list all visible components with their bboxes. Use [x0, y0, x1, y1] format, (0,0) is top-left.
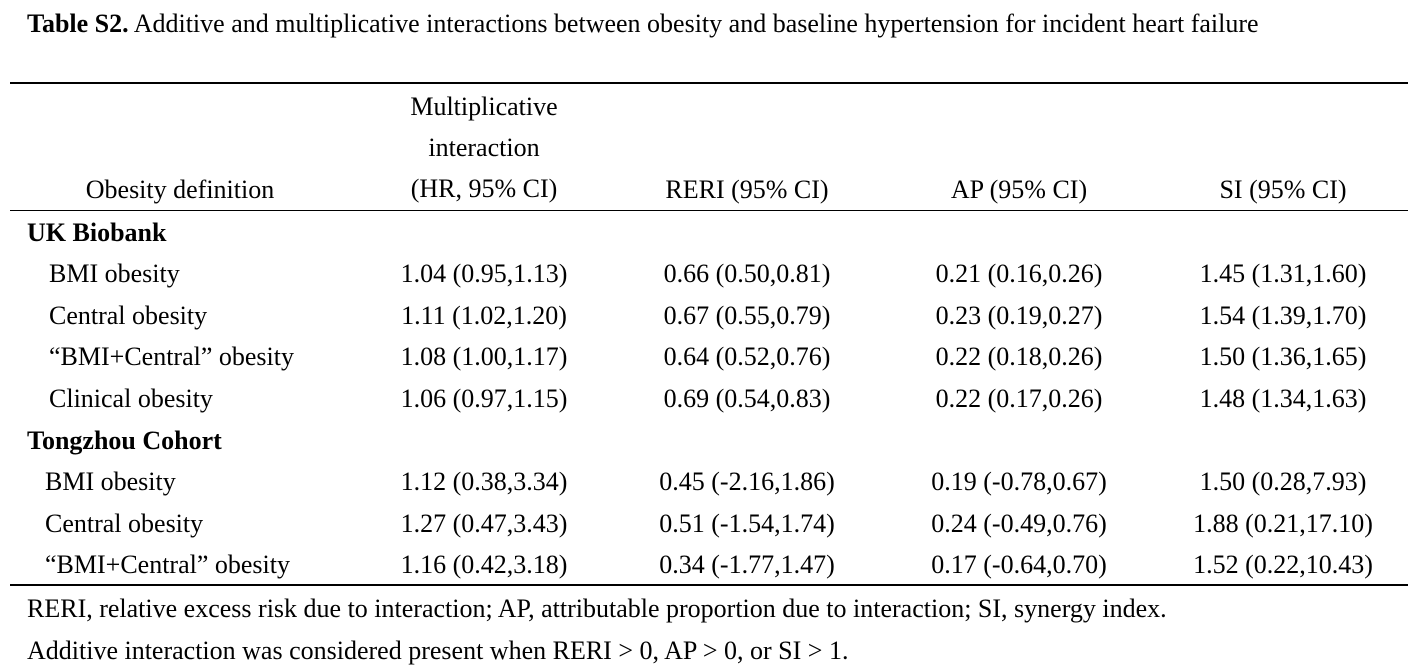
row-mult: 1.11 (1.02,1.20) — [401, 301, 567, 330]
table-caption: Table S2. Additive and multiplicative in… — [27, 4, 1397, 44]
row-definition: BMI obesity — [49, 259, 180, 288]
row-reri: 0.67 (0.55,0.79) — [663, 301, 831, 330]
row-definition: “BMI+Central” obesity — [45, 550, 290, 579]
table-title: Additive and multiplicative interactions… — [128, 9, 1259, 38]
row-ap: 0.24 (-0.49,0.76) — [931, 509, 1107, 538]
row-definition: Central obesity — [45, 509, 204, 538]
row-si: 1.45 (1.31,1.60) — [1199, 259, 1367, 288]
table-label: Table S2. — [27, 9, 129, 38]
row-si: 1.50 (0.28,7.93) — [1199, 467, 1367, 496]
row-reri: 0.64 (0.52,0.76) — [663, 342, 831, 371]
header-rule — [10, 210, 1408, 211]
row-reri: 0.69 (0.54,0.83) — [663, 384, 831, 413]
row-si: 1.88 (0.21,17.10) — [1193, 509, 1373, 538]
header-reri: RERI (95% CI) — [665, 175, 829, 204]
row-si: 1.48 (1.34,1.63) — [1199, 384, 1367, 413]
row-mult: 1.06 (0.97,1.15) — [400, 384, 568, 413]
row-mult: 1.27 (0.47,3.43) — [400, 509, 568, 538]
row-mult: 1.04 (0.95,1.13) — [400, 259, 568, 288]
row-ap: 0.21 (0.16,0.26) — [935, 259, 1103, 288]
row-si: 1.54 (1.39,1.70) — [1199, 301, 1367, 330]
row-ap: 0.23 (0.19,0.27) — [935, 301, 1103, 330]
group-tongzhou-cohort: Tongzhou Cohort — [27, 426, 222, 455]
row-ap: 0.19 (-0.78,0.67) — [931, 467, 1107, 496]
row-definition: “BMI+Central” obesity — [49, 342, 294, 371]
row-reri: 0.34 (-1.77,1.47) — [659, 550, 835, 579]
row-ap: 0.22 (0.17,0.26) — [935, 384, 1103, 413]
header-ap: AP (95% CI) — [950, 175, 1088, 204]
top-rule — [10, 82, 1408, 84]
row-mult: 1.12 (0.38,3.34) — [400, 467, 568, 496]
footnote-abbreviations: RERI, relative excess risk due to intera… — [27, 594, 1167, 623]
group-uk-biobank: UK Biobank — [27, 218, 167, 247]
row-ap: 0.17 (-0.64,0.70) — [931, 550, 1107, 579]
row-definition: BMI obesity — [45, 467, 176, 496]
row-reri: 0.51 (-1.54,1.74) — [659, 509, 835, 538]
row-reri: 0.45 (-2.16,1.86) — [659, 467, 835, 496]
row-si: 1.50 (1.36,1.65) — [1199, 342, 1367, 371]
row-mult: 1.08 (1.00,1.17) — [400, 342, 568, 371]
row-si: 1.52 (0.22,10.43) — [1193, 550, 1373, 579]
bottom-rule — [10, 584, 1408, 586]
header-mult-line2: interaction — [428, 133, 540, 162]
header-mult-line1: Multiplicative — [410, 92, 558, 121]
row-ap: 0.22 (0.18,0.26) — [935, 342, 1103, 371]
header-mult-line3: (HR, 95% CI) — [410, 174, 558, 203]
header-si: SI (95% CI) — [1219, 175, 1347, 204]
row-definition: Clinical obesity — [49, 384, 213, 413]
footnote-definition: Additive interaction was considered pres… — [27, 636, 849, 665]
row-definition: Central obesity — [49, 301, 208, 330]
header-multiplicative: Multiplicative interaction (HR, 95% CI) — [334, 86, 634, 209]
row-reri: 0.66 (0.50,0.81) — [663, 259, 831, 288]
row-mult: 1.16 (0.42,3.18) — [400, 550, 568, 579]
header-obesity-definition: Obesity definition — [85, 175, 275, 204]
